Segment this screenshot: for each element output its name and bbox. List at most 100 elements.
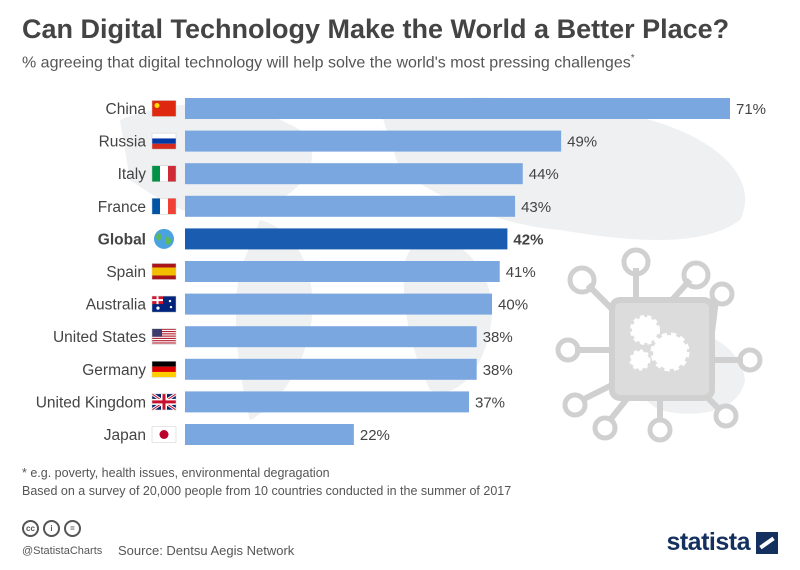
flag-stripe bbox=[152, 337, 176, 339]
flag-stripe bbox=[152, 133, 176, 139]
chip-illustration bbox=[555, 247, 763, 443]
flag-star bbox=[168, 299, 172, 303]
value-label: 42% bbox=[513, 231, 543, 248]
flag-border bbox=[151, 426, 177, 443]
source-note: Source: Dentsu Aegis Network bbox=[118, 543, 295, 558]
flag-stripe bbox=[152, 340, 176, 342]
flag-stripe bbox=[152, 335, 176, 337]
flag-border bbox=[151, 361, 177, 378]
italy-flag-icon bbox=[151, 165, 177, 182]
flag-border bbox=[151, 263, 177, 280]
globe-icon bbox=[154, 228, 174, 249]
flag-stripe bbox=[152, 263, 176, 268]
flag-stripe bbox=[168, 165, 176, 182]
footnote: * e.g. poverty, health issues, environme… bbox=[22, 466, 330, 480]
cc-icon: cc bbox=[22, 520, 39, 537]
value-label: 22% bbox=[360, 427, 390, 444]
value-label: 71% bbox=[736, 101, 766, 118]
flag-stripe bbox=[152, 328, 176, 330]
twitter-handle: @StatistaCharts bbox=[22, 545, 103, 557]
bar bbox=[185, 358, 477, 380]
bar bbox=[185, 228, 508, 250]
flag-stripe bbox=[160, 165, 168, 182]
flag-cross bbox=[152, 299, 163, 302]
flag-stripe bbox=[152, 330, 176, 333]
japan-flag-icon bbox=[151, 426, 177, 443]
flag-stripe bbox=[152, 361, 176, 367]
flag-stripe bbox=[152, 371, 176, 378]
page-title: Can Digital Technology Make the World a … bbox=[22, 14, 730, 44]
bar bbox=[185, 391, 470, 413]
chart-notes: * e.g. poverty, health issues, environme… bbox=[22, 464, 511, 500]
flag-border bbox=[151, 132, 177, 150]
flag-border bbox=[151, 100, 177, 117]
value-label: 43% bbox=[521, 199, 551, 216]
flag-stripe bbox=[160, 198, 168, 215]
category-label: Japan bbox=[104, 427, 146, 444]
china-flag-icon bbox=[151, 100, 177, 117]
flag-border bbox=[151, 165, 177, 182]
category-label: Spain bbox=[106, 264, 146, 281]
subtitle-footnote-mark: * bbox=[630, 53, 635, 64]
flag-disc bbox=[159, 430, 169, 439]
flag-border bbox=[151, 328, 177, 345]
category-label: Italy bbox=[118, 166, 147, 183]
usa-flag-icon bbox=[151, 328, 177, 345]
category-label: Australia bbox=[86, 297, 147, 314]
license-icons: cc i = bbox=[22, 520, 81, 537]
flag-star bbox=[156, 306, 160, 310]
survey-note: Based on a survey of 20,000 people from … bbox=[22, 484, 512, 498]
flag-stripe bbox=[152, 143, 176, 150]
flag-cross bbox=[152, 400, 176, 404]
flag-canton bbox=[152, 328, 162, 337]
statista-logo: statista bbox=[666, 528, 778, 557]
bar bbox=[185, 130, 562, 152]
value-label: 38% bbox=[483, 362, 513, 379]
category-label: United States bbox=[53, 329, 146, 346]
bar bbox=[185, 326, 477, 348]
category-label: Russia bbox=[99, 134, 147, 151]
flag-border bbox=[151, 198, 177, 215]
category-label: China bbox=[106, 101, 147, 118]
attribution-icon: i bbox=[43, 520, 60, 537]
flag-stripe bbox=[152, 165, 160, 182]
value-label: 44% bbox=[529, 166, 559, 183]
category-label: United Kingdom bbox=[36, 394, 146, 411]
australia-flag-icon bbox=[151, 295, 177, 313]
brand-name: statista bbox=[666, 528, 750, 556]
globe-land bbox=[156, 232, 172, 245]
category-label: Global bbox=[98, 231, 146, 248]
germany-flag-icon bbox=[151, 361, 177, 378]
subtitle-text: % agreeing that digital technology will … bbox=[22, 54, 631, 72]
bar bbox=[185, 98, 730, 119]
value-label: 49% bbox=[567, 134, 597, 151]
statista-mark-icon bbox=[756, 531, 778, 554]
value-label: 38% bbox=[483, 329, 513, 346]
bar bbox=[185, 261, 500, 282]
flag-stripe bbox=[168, 198, 176, 215]
flag-star bbox=[154, 103, 160, 108]
flag-border bbox=[151, 393, 177, 411]
value-label: 40% bbox=[498, 297, 528, 314]
category-label: Germany bbox=[82, 362, 146, 379]
bar bbox=[185, 195, 516, 217]
flag-star bbox=[169, 305, 173, 309]
flag-stripe bbox=[152, 333, 176, 335]
flag-stripe bbox=[152, 267, 176, 276]
value-label: 41% bbox=[506, 264, 536, 281]
flag-field bbox=[152, 100, 176, 117]
france-flag-icon bbox=[151, 198, 177, 215]
uk-flag-icon bbox=[151, 392, 177, 412]
no-derivatives-icon: = bbox=[64, 520, 81, 537]
value-label: 37% bbox=[475, 394, 505, 411]
bars-layer: China 71% Russia 49% Italy 44% France 43% Global… bbox=[36, 98, 766, 445]
bar bbox=[185, 424, 354, 445]
flag-border bbox=[151, 295, 177, 313]
spain-flag-icon bbox=[151, 263, 177, 280]
flag-stripe bbox=[152, 198, 160, 215]
flag-stripe bbox=[152, 138, 176, 144]
flag-stripe bbox=[152, 366, 176, 372]
bar bbox=[185, 293, 493, 315]
